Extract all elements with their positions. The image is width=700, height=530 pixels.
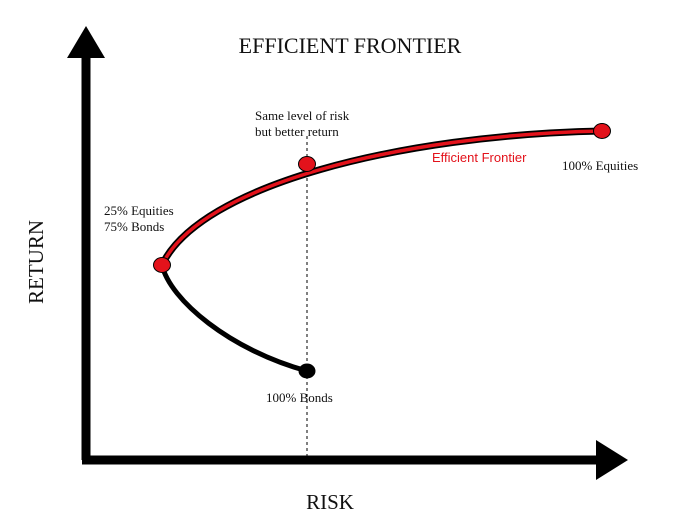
y-axis-label: RETURN <box>24 220 48 304</box>
point-25-equities-75-bonds <box>153 257 171 273</box>
x-axis-label: RISK <box>306 490 354 514</box>
label-100-equities: 100% Equities <box>562 158 638 173</box>
callout-text-line1: Same level of risk <box>255 108 350 123</box>
inefficient-curve <box>159 262 310 374</box>
efficient-frontier-curve <box>158 127 606 269</box>
x-axis-arrowhead <box>596 440 628 480</box>
callout-text-line2: but better return <box>255 124 339 139</box>
y-axis-arrowhead <box>67 26 105 58</box>
label-mix-line1: 25% Equities <box>104 203 174 218</box>
diagram-title: EFFICIENT FRONTIER <box>239 33 462 58</box>
point-100-bonds <box>298 363 316 379</box>
label-mix-line2: 75% Bonds <box>104 219 164 234</box>
efficient-frontier-label: Efficient Frontier <box>432 150 527 165</box>
point-same-risk-better-return <box>298 156 316 172</box>
point-100-equities <box>593 123 611 139</box>
efficient-frontier-curve-fill <box>160 129 604 267</box>
label-100-bonds: 100% Bonds <box>266 390 333 405</box>
